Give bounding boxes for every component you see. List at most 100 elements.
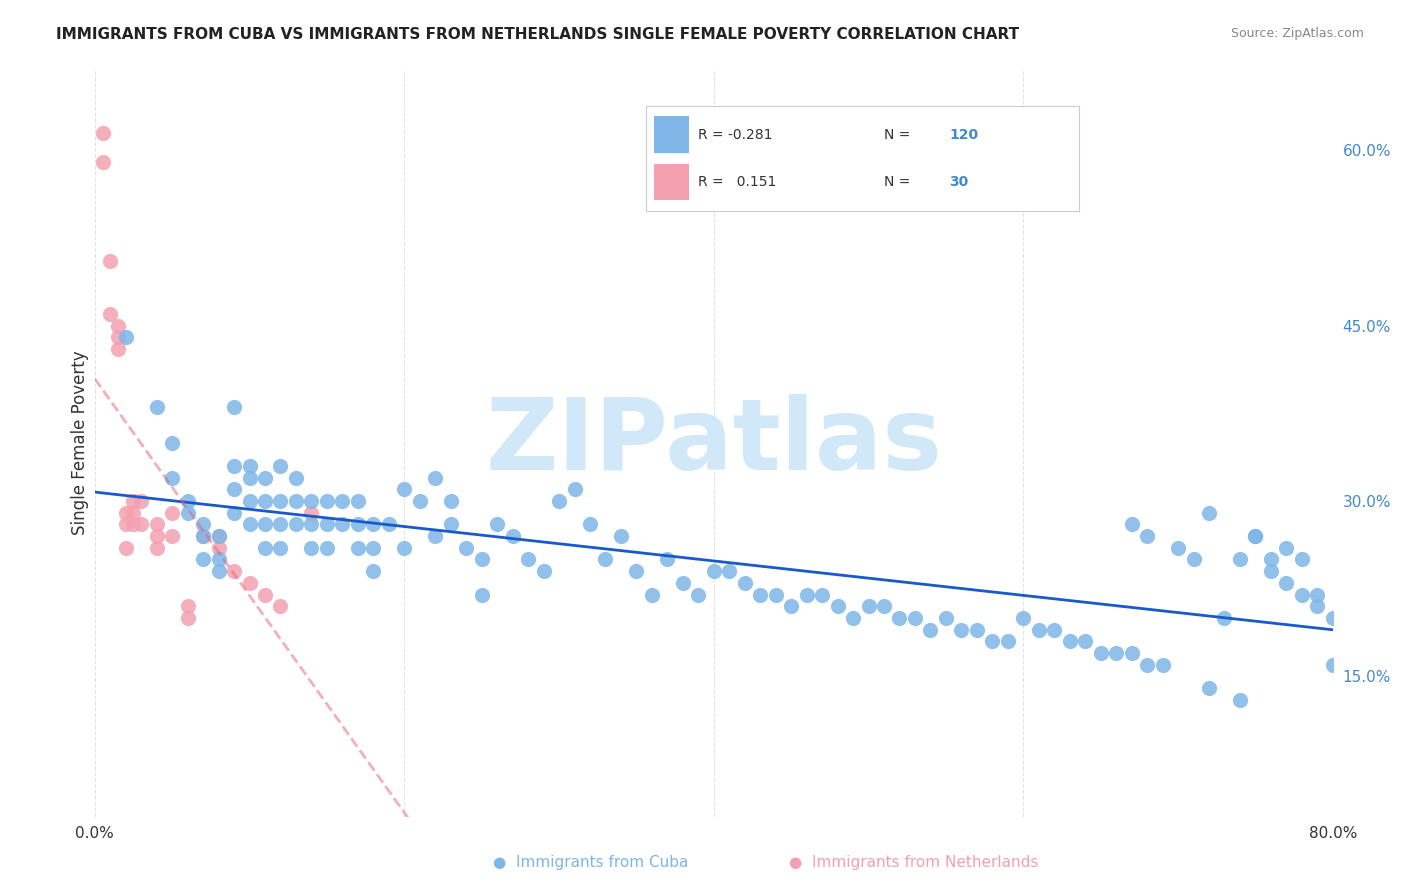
- Point: [456, 541, 478, 555]
- Point: [176, 611, 198, 625]
- Point: [1260, 564, 1282, 578]
- Point: [548, 494, 571, 508]
- Point: [966, 623, 988, 637]
- Point: [207, 541, 229, 555]
- Point: [332, 517, 354, 532]
- Point: [827, 599, 849, 614]
- Point: [107, 330, 129, 344]
- Point: [160, 506, 183, 520]
- Point: [950, 623, 973, 637]
- Point: [301, 506, 323, 520]
- Text: IMMIGRANTS FROM CUBA VS IMMIGRANTS FROM NETHERLANDS SINGLE FEMALE POVERTY CORREL: IMMIGRANTS FROM CUBA VS IMMIGRANTS FROM …: [56, 27, 1019, 42]
- Point: [1121, 517, 1143, 532]
- Point: [238, 470, 260, 484]
- Point: [1306, 587, 1329, 601]
- Point: [749, 587, 772, 601]
- Point: [191, 552, 214, 566]
- Point: [873, 599, 896, 614]
- Point: [1275, 541, 1298, 555]
- Point: [780, 599, 803, 614]
- Point: [657, 552, 679, 566]
- Point: [889, 611, 911, 625]
- Point: [285, 470, 308, 484]
- Point: [222, 564, 245, 578]
- Y-axis label: Single Female Poverty: Single Female Poverty: [72, 351, 89, 535]
- Point: [1229, 552, 1251, 566]
- Point: [207, 552, 229, 566]
- Point: [347, 517, 370, 532]
- Point: [238, 494, 260, 508]
- Point: [394, 483, 416, 497]
- Point: [222, 401, 245, 415]
- Point: [176, 599, 198, 614]
- Text: ZIPatlas: ZIPatlas: [485, 394, 942, 491]
- Point: [935, 611, 957, 625]
- Point: [107, 318, 129, 333]
- Point: [269, 599, 291, 614]
- Point: [207, 529, 229, 543]
- Point: [91, 126, 114, 140]
- Point: [301, 494, 323, 508]
- Point: [160, 470, 183, 484]
- Point: [207, 529, 229, 543]
- Point: [253, 494, 276, 508]
- Point: [1291, 552, 1313, 566]
- Point: [98, 307, 121, 321]
- Point: [1121, 646, 1143, 660]
- Text: Source: ZipAtlas.com: Source: ZipAtlas.com: [1230, 27, 1364, 40]
- Point: [332, 494, 354, 508]
- Point: [1043, 623, 1066, 637]
- Point: [316, 494, 339, 508]
- Point: [114, 330, 136, 344]
- Point: [595, 552, 617, 566]
- Point: [425, 470, 447, 484]
- Point: [269, 517, 291, 532]
- Point: [107, 342, 129, 356]
- Point: [981, 634, 1004, 648]
- Point: [394, 541, 416, 555]
- Point: [160, 529, 183, 543]
- Point: [176, 506, 198, 520]
- Point: [920, 623, 942, 637]
- Point: [253, 470, 276, 484]
- Point: [409, 494, 432, 508]
- Point: [316, 541, 339, 555]
- Point: [114, 506, 136, 520]
- Point: [672, 575, 695, 590]
- Point: [145, 529, 167, 543]
- Point: [1074, 634, 1097, 648]
- Point: [564, 483, 586, 497]
- Point: [238, 458, 260, 473]
- Point: [579, 517, 602, 532]
- Point: [285, 517, 308, 532]
- Point: [285, 494, 308, 508]
- Point: [363, 541, 385, 555]
- Point: [347, 541, 370, 555]
- Point: [1198, 506, 1220, 520]
- Point: [114, 541, 136, 555]
- Point: [796, 587, 818, 601]
- Point: [440, 517, 463, 532]
- Point: [363, 564, 385, 578]
- Point: [238, 575, 260, 590]
- Point: [842, 611, 865, 625]
- Point: [1182, 552, 1205, 566]
- Point: [316, 517, 339, 532]
- Point: [1167, 541, 1189, 555]
- Point: [160, 435, 183, 450]
- Point: [1322, 657, 1344, 672]
- Text: ●  Immigrants from Cuba: ● Immigrants from Cuba: [494, 855, 688, 870]
- Point: [688, 587, 710, 601]
- Point: [425, 529, 447, 543]
- Point: [811, 587, 834, 601]
- Point: [191, 517, 214, 532]
- Point: [734, 575, 756, 590]
- Point: [114, 517, 136, 532]
- Point: [858, 599, 880, 614]
- Point: [253, 587, 276, 601]
- Point: [1198, 681, 1220, 695]
- Point: [703, 564, 725, 578]
- Point: [1275, 575, 1298, 590]
- Text: ●  Immigrants from Netherlands: ● Immigrants from Netherlands: [789, 855, 1039, 870]
- Point: [486, 517, 509, 532]
